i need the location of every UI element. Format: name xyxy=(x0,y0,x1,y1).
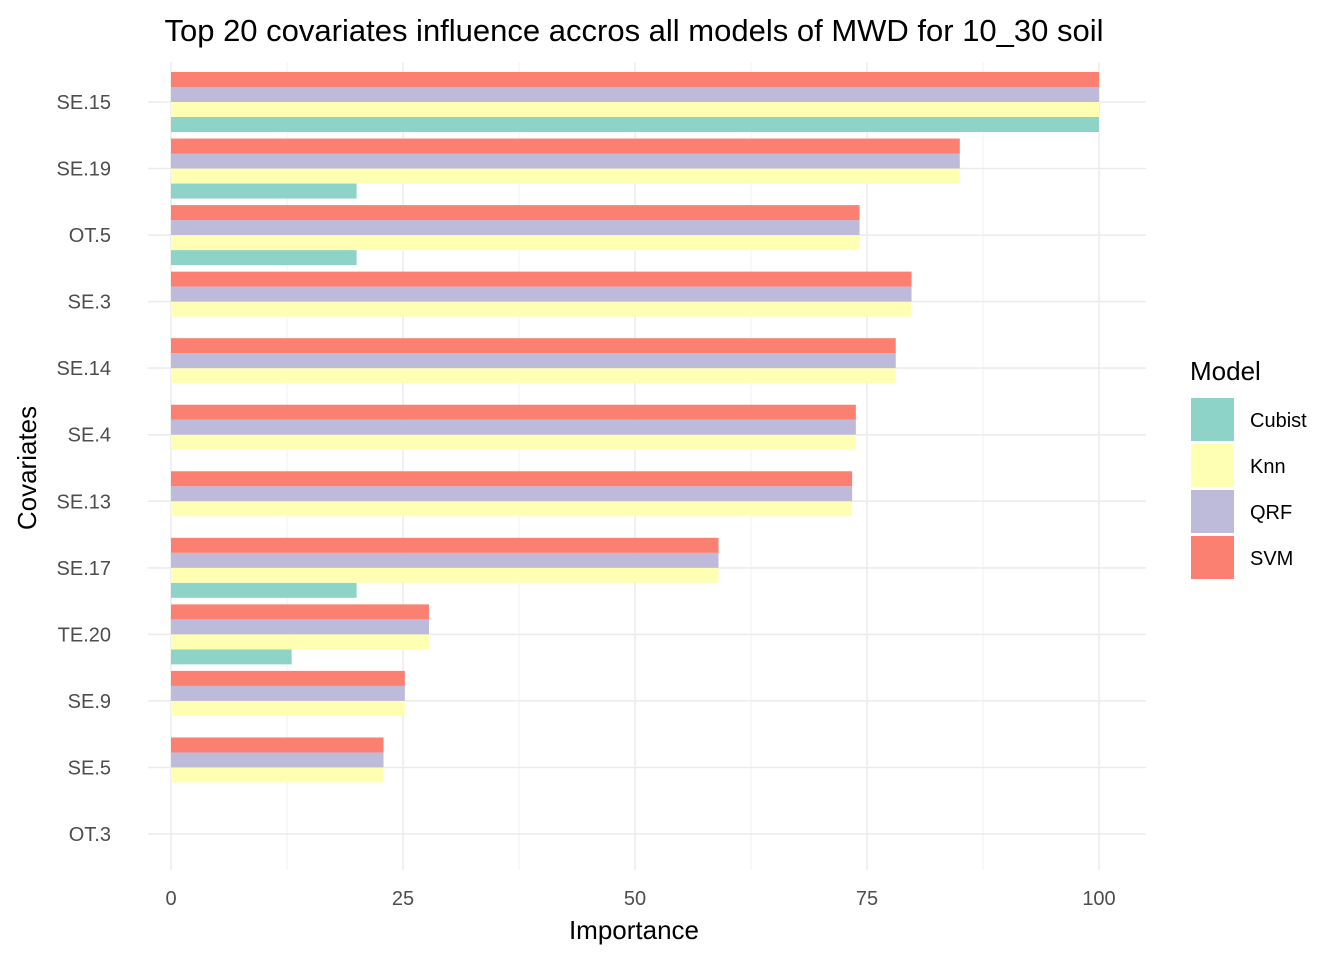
chart-title: Top 20 covariates influence accros all m… xyxy=(164,13,1103,48)
y-tick-label: SE.13 xyxy=(57,491,111,513)
bar-svm-se-3 xyxy=(171,271,912,287)
x-tick-label: 25 xyxy=(392,888,414,910)
bar-qrf-se-14 xyxy=(171,353,896,369)
legend-swatch-svm xyxy=(1191,536,1234,579)
bar-svm-se-9 xyxy=(171,670,405,686)
bar-svm-se-14 xyxy=(171,338,896,354)
bar-svm-se-4 xyxy=(171,404,856,420)
bar-cubist-se-19 xyxy=(171,183,357,199)
bar-cubist-ot-5 xyxy=(171,250,357,266)
bar-cubist-te-20 xyxy=(171,649,292,665)
bar-knn-ot-5 xyxy=(171,235,860,251)
y-axis-title: Covariates xyxy=(12,406,42,530)
y-tick-label: SE.4 xyxy=(68,425,111,447)
bar-qrf-se-4 xyxy=(171,419,856,435)
bar-svm-ot-5 xyxy=(171,205,860,221)
bar-qrf-se-17 xyxy=(171,552,719,568)
legend: Model Cubist Knn QRF SVM xyxy=(1190,356,1307,579)
legend-label-knn: Knn xyxy=(1250,456,1286,478)
bar-svm-se-13 xyxy=(171,471,853,487)
bar-knn-se-17 xyxy=(171,567,719,583)
bar-cubist-se-15 xyxy=(171,117,1099,132)
bar-knn-se-3 xyxy=(171,301,912,317)
bar-knn-se-4 xyxy=(171,434,856,450)
legend-label-svm: SVM xyxy=(1250,548,1293,570)
y-tick-label: SE.14 xyxy=(57,358,111,380)
x-axis-title: Importance xyxy=(569,915,699,945)
bar-qrf-se-19 xyxy=(171,153,960,169)
bar-svm-se-5 xyxy=(171,737,384,753)
bar-svm-se-15 xyxy=(171,72,1099,87)
legend-swatch-qrf xyxy=(1191,490,1234,533)
y-tick-label: SE.19 xyxy=(57,159,111,181)
legend-label-qrf: QRF xyxy=(1250,502,1292,524)
y-tick-label: SE.5 xyxy=(68,757,111,779)
y-tick-label: SE.17 xyxy=(57,558,111,580)
x-tick-labels: 0 25 50 75 100 xyxy=(165,888,1115,910)
bar-qrf-se-15 xyxy=(171,87,1099,102)
bar-cubist-se-17 xyxy=(171,582,357,598)
y-tick-labels: SE.15 SE.19 OT.5 SE.3 SE.14 SE.4 SE.13 SE.17 TE.… xyxy=(57,92,111,846)
y-tick-label: TE.20 xyxy=(58,624,111,646)
x-tick-label: 0 xyxy=(165,888,176,910)
bar-qrf-te-20 xyxy=(171,619,429,635)
bar-svm-se-19 xyxy=(171,138,960,154)
bar-knn-se-13 xyxy=(171,501,853,517)
bar-qrf-se-5 xyxy=(171,752,384,768)
legend-swatch-cubist xyxy=(1191,398,1234,441)
bar-knn-se-5 xyxy=(171,767,384,783)
bar-qrf-se-3 xyxy=(171,286,912,302)
bar-knn-se-15 xyxy=(171,102,1099,117)
bar-knn-te-20 xyxy=(171,634,429,650)
bar-knn-se-9 xyxy=(171,700,405,716)
bar-qrf-ot-5 xyxy=(171,220,860,236)
legend-label-cubist: Cubist xyxy=(1250,410,1307,432)
bar-svm-se-17 xyxy=(171,537,719,553)
bar-svm-te-20 xyxy=(171,604,429,620)
y-tick-label: SE.3 xyxy=(68,292,111,314)
bar-qrf-se-13 xyxy=(171,486,853,502)
legend-title: Model xyxy=(1190,356,1261,386)
y-tick-label: OT.3 xyxy=(69,824,111,846)
x-tick-label: 100 xyxy=(1082,888,1115,910)
x-tick-label: 50 xyxy=(624,888,646,910)
x-tick-label: 75 xyxy=(856,888,878,910)
legend-swatch-knn xyxy=(1191,444,1234,487)
bar-knn-se-14 xyxy=(171,368,896,384)
y-tick-label: SE.15 xyxy=(57,92,111,114)
bar-qrf-se-9 xyxy=(171,685,405,701)
y-tick-label: OT.5 xyxy=(69,225,111,247)
bar-knn-se-19 xyxy=(171,168,960,184)
bars xyxy=(171,72,1099,783)
y-tick-label: SE.9 xyxy=(68,691,111,713)
